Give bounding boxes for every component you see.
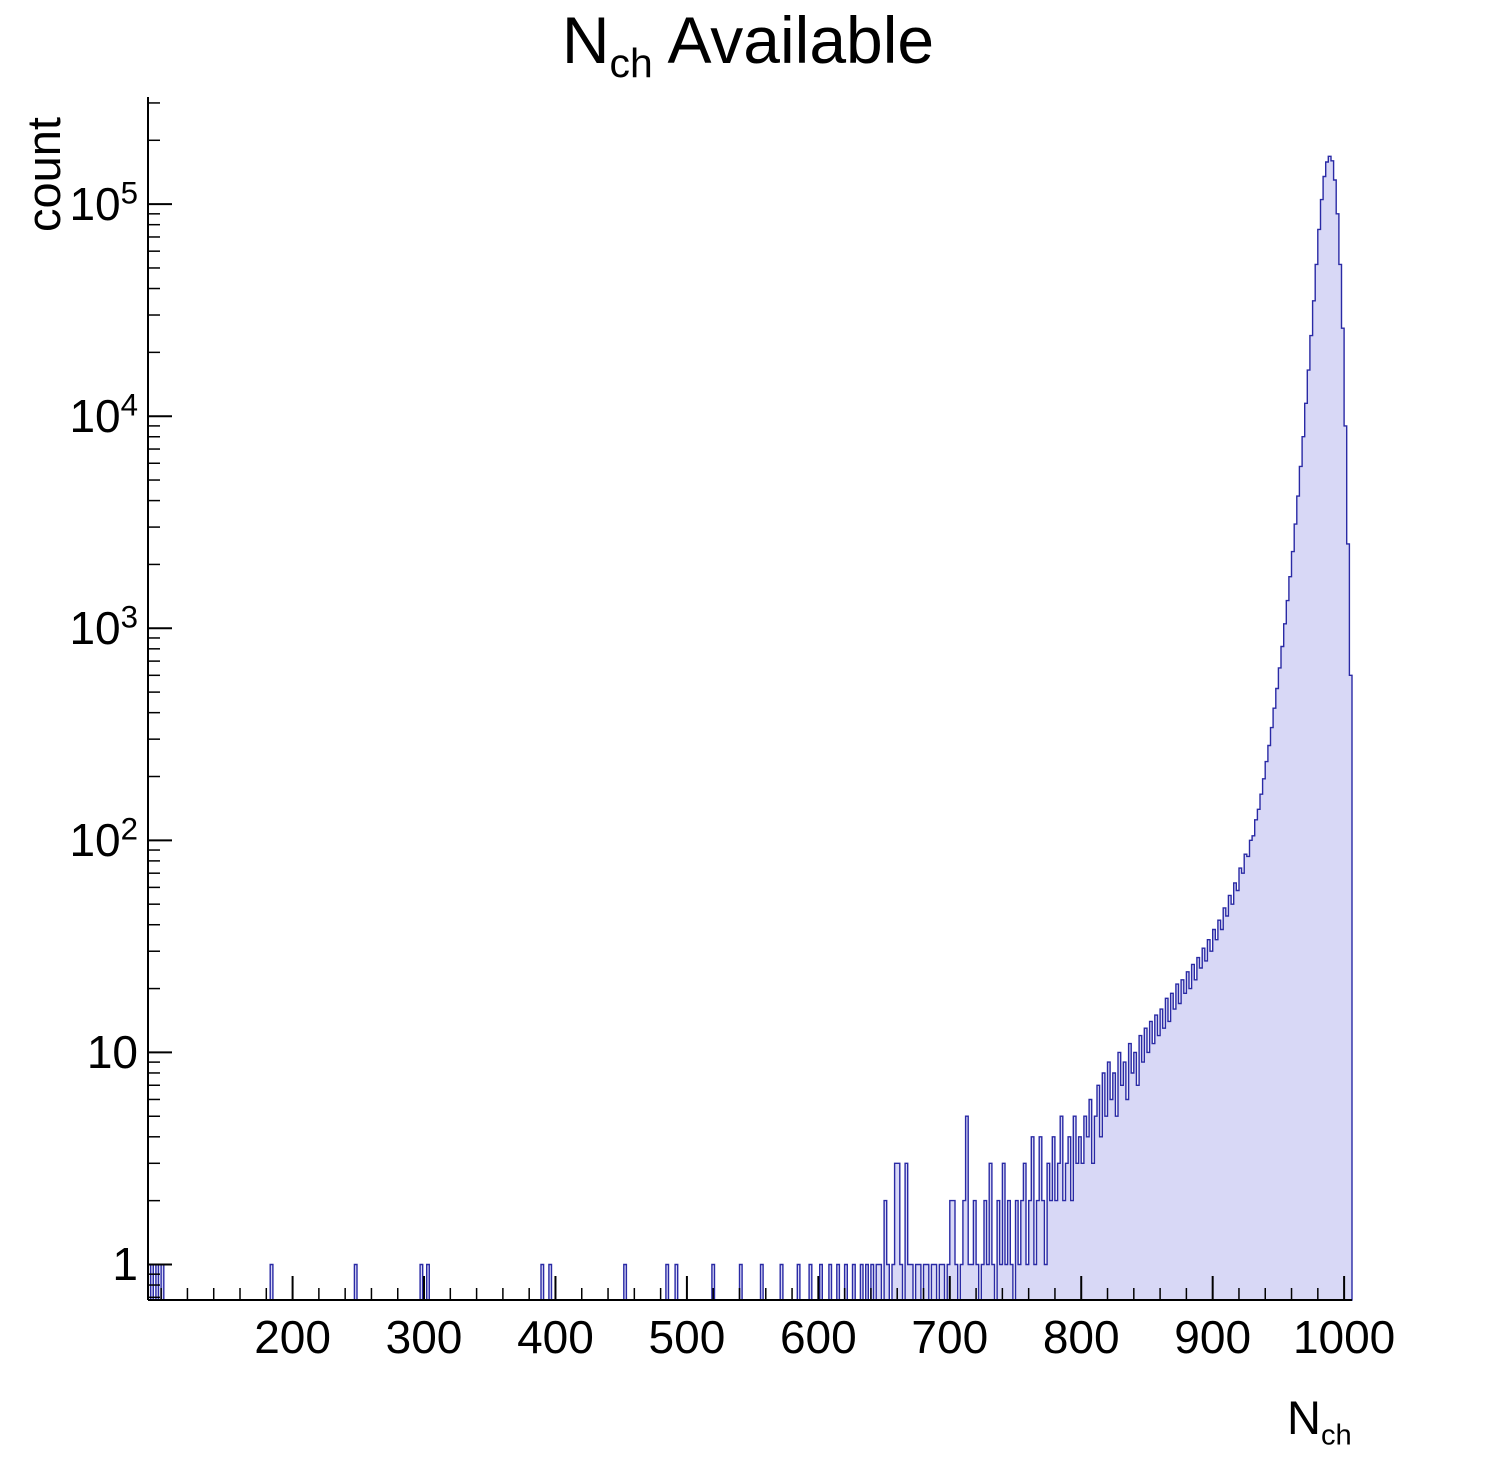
x-tick-label: 300 (385, 1311, 463, 1363)
x-tick-label: 900 (1174, 1311, 1252, 1363)
chart-title-subscript: ch (609, 40, 653, 87)
y-tick-label: 103 (69, 599, 138, 655)
chart-title: Nch Available (0, 2, 1496, 84)
histogram-series (149, 155, 1353, 1301)
chart-title-main: N (561, 3, 610, 77)
y-tick-label: 1 (112, 1238, 138, 1291)
x-tick-label: 400 (517, 1311, 594, 1363)
x-tick-label: 600 (779, 1311, 857, 1363)
y-tick-label: 105 (69, 175, 138, 231)
x-tick-label: 500 (648, 1311, 726, 1363)
x-tick-label: 1000 (1292, 1311, 1396, 1363)
x-tick-label: 200 (254, 1311, 331, 1363)
chart-title-rest: Available (652, 3, 935, 77)
x-axis-label-main: N (1287, 1391, 1321, 1444)
y-tick-label: 104 (69, 387, 138, 443)
x-tick-label: 700 (911, 1311, 989, 1363)
x-axis-label-subscript: ch (1320, 1419, 1352, 1452)
y-tick-label: 102 (69, 812, 138, 867)
y-tick-label: 10 (86, 1026, 138, 1079)
x-tick-label: 800 (1042, 1311, 1120, 1363)
x-axis-label: Nch (1287, 1390, 1352, 1450)
